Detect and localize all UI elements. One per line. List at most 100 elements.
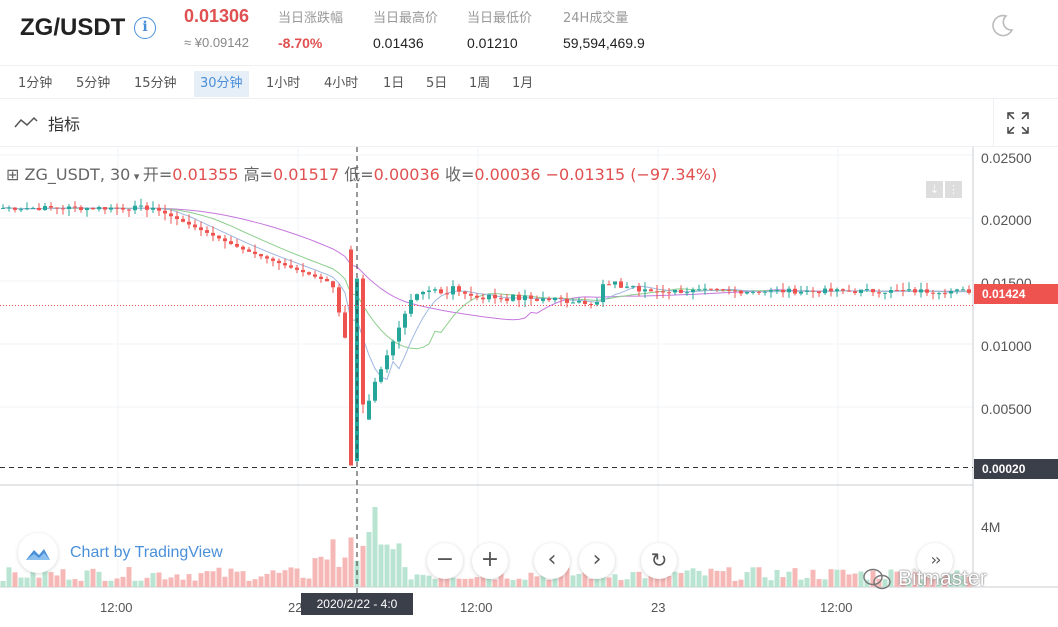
candle-body	[691, 289, 695, 293]
candle-body	[283, 263, 287, 266]
volume-bar	[702, 575, 708, 587]
timeframe-5d[interactable]: 5日	[426, 76, 448, 91]
candle-body	[541, 298, 545, 301]
volume-bar	[318, 556, 324, 587]
volume-bar	[396, 543, 402, 587]
volume-bar	[492, 579, 498, 587]
zoom-in-button[interactable]: +	[472, 543, 508, 579]
trend-icon	[14, 116, 38, 128]
legend-low: 0.00036	[373, 165, 440, 184]
stat-label: 当日最高价	[373, 11, 439, 26]
crosshair-price-tag: 0.00020	[974, 459, 1058, 479]
candle-body	[109, 207, 113, 210]
timeframe-4h[interactable]: 4小时	[324, 76, 359, 91]
legend-close-label: 收=	[444, 165, 475, 184]
volume-bar	[12, 572, 18, 587]
timeframe-5m[interactable]: 5分钟	[76, 76, 111, 91]
candle-body	[931, 292, 935, 294]
crosshair-time-tag: 2020/2/22 - 4:0	[301, 593, 413, 615]
candle-body	[1, 207, 5, 209]
volume-bar	[30, 567, 36, 587]
timeframe-15m[interactable]: 15分钟	[134, 76, 177, 91]
volume-bar	[906, 578, 912, 587]
scroll-left-button[interactable]: ‹	[534, 543, 570, 579]
candle-body	[475, 295, 479, 298]
candle-body	[115, 207, 119, 209]
price-axis-label: 0.02500	[981, 150, 1032, 166]
volume-bar	[102, 580, 108, 587]
candle-body	[421, 291, 425, 295]
candle-body	[331, 281, 335, 288]
volume-bar	[198, 573, 204, 587]
volume-bar	[648, 569, 654, 587]
volume-bar	[678, 572, 684, 587]
candle-body	[811, 290, 815, 292]
candle-body	[361, 278, 365, 405]
arrow-down-icon[interactable]: ⇣	[926, 181, 943, 198]
zoom-out-button[interactable]: −	[427, 543, 463, 579]
tradingview-badge[interactable]: Chart by TradingView	[18, 533, 223, 573]
volume-bar	[366, 532, 372, 587]
moving-averages	[2, 207, 970, 381]
scroll-to-end-button[interactable]: ››	[917, 543, 953, 579]
candle-body	[925, 289, 929, 293]
moon-icon[interactable]	[990, 12, 1016, 38]
volume-bar	[600, 573, 606, 587]
price-axis-label: 0.01000	[981, 338, 1032, 354]
price-chart[interactable]: ⊞ ZG_USDT, 30 ▾ 开=0.01355 高=0.01517 低=0.…	[0, 147, 1058, 627]
fullscreen-icon[interactable]	[1005, 110, 1031, 136]
timeframe-1w[interactable]: 1周	[469, 76, 491, 91]
chevron-down-icon[interactable]: ▾	[130, 170, 143, 183]
stat-label: 当日最低价	[467, 11, 533, 26]
candle-body	[841, 289, 845, 291]
candle-body	[643, 289, 647, 292]
candle-body	[205, 230, 209, 233]
candle-body	[301, 269, 305, 273]
scroll-right-button[interactable]: ›	[579, 543, 615, 579]
candle-body	[667, 292, 671, 294]
timeframe-1mo[interactable]: 1月	[512, 76, 534, 91]
volume-bar	[48, 572, 54, 587]
candle-body	[661, 291, 665, 293]
reset-chart-button[interactable]: ↻	[641, 543, 677, 579]
volume-bar	[858, 571, 864, 587]
time-axis-label: 23	[651, 600, 666, 615]
volume-bar	[240, 571, 246, 587]
candle-body	[289, 265, 293, 268]
volume-bar	[714, 570, 720, 587]
info-icon[interactable]: i	[134, 17, 156, 39]
volume-axis-label: 4M	[981, 519, 1001, 535]
legend-open-label: 开=	[142, 165, 173, 184]
indicators-button[interactable]: 指标	[14, 111, 80, 135]
timeframe-1d[interactable]: 1日	[383, 76, 405, 91]
candle-body	[481, 297, 485, 300]
volume-bar	[762, 577, 768, 587]
volume-bar	[120, 576, 126, 587]
legend-buttons: ⇣ ⋮	[926, 178, 964, 198]
candle-body	[817, 291, 821, 294]
timeframe-1h[interactable]: 1小时	[266, 76, 301, 91]
more-icon[interactable]: ⋮	[945, 181, 962, 198]
volume-bar	[642, 578, 648, 587]
candle-body	[601, 284, 605, 303]
candle-body	[169, 213, 173, 217]
candle-body	[553, 297, 557, 301]
timeframe-1m[interactable]: 1分钟	[18, 76, 53, 91]
volume-bar	[234, 571, 240, 587]
volume-bar	[750, 567, 756, 587]
volume-bar	[210, 571, 216, 587]
legend-low-label: 低=	[344, 165, 374, 184]
candle-body	[163, 210, 167, 214]
volume-bar	[276, 572, 282, 587]
candle-body	[787, 288, 791, 293]
volume-bar	[918, 579, 924, 587]
stat-high: 当日最高价 0.01436	[373, 7, 438, 51]
volume-bar	[480, 574, 486, 587]
volume-bar	[24, 577, 30, 587]
legend-toggle-icon[interactable]: ⊞	[6, 165, 25, 184]
volume-bar	[942, 573, 948, 587]
candle-body	[967, 289, 971, 293]
volume-bar	[420, 574, 426, 587]
candle-body	[265, 256, 269, 259]
timeframe-30m[interactable]: 30分钟	[194, 71, 249, 97]
